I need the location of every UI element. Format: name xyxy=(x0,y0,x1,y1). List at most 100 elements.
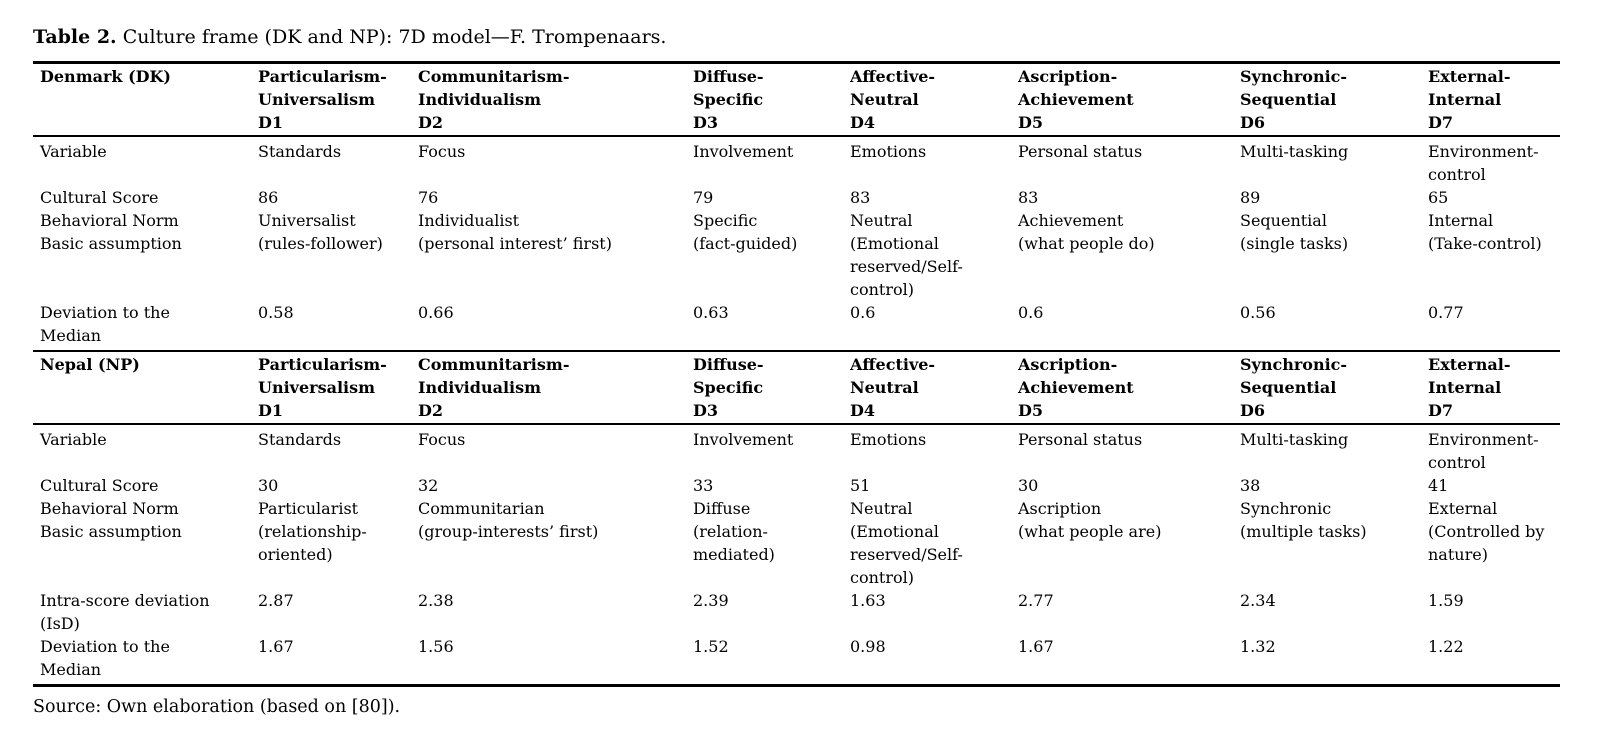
cell: Emotions xyxy=(850,430,927,449)
table-row: Cultural Score 30 32 33 51 30 38 41 xyxy=(33,474,1560,497)
cell: 0.77 xyxy=(1428,303,1464,322)
cell: (Emotional reserved/Self- control) xyxy=(850,234,963,299)
dim-name: Communitarism- Individualism xyxy=(418,355,570,397)
cell: 0.56 xyxy=(1240,303,1276,322)
dim-header-d4: Affective- Neutral D4 xyxy=(850,62,1018,137)
row-label: Behavioral Norm xyxy=(40,499,179,518)
table-row: Basic assumption (rules-follower) (perso… xyxy=(33,232,1560,301)
dim-header-d6: Synchronic- Sequential D6 xyxy=(1240,350,1428,425)
cell: 1.67 xyxy=(258,637,294,656)
cell: 30 xyxy=(258,476,279,495)
dim-code: D1 xyxy=(258,401,284,420)
cell: 83 xyxy=(850,188,871,207)
table-row: Cultural Score 86 76 79 83 83 89 65 xyxy=(33,186,1560,209)
cell: 79 xyxy=(693,188,714,207)
row-label: Intra-score deviation (IsD) xyxy=(40,591,210,633)
cell: 65 xyxy=(1428,188,1449,207)
dim-name: Affective- Neutral xyxy=(850,67,936,109)
country-label-denmark: Denmark (DK) xyxy=(33,62,258,137)
page: Table 2. Culture frame (DK and NP): 7D m… xyxy=(33,26,1598,717)
dim-code: D3 xyxy=(693,113,719,132)
dim-header-d1: Particularism- Universalism D1 xyxy=(258,350,418,425)
row-label: Basic assumption xyxy=(40,234,182,253)
cell: Individualist xyxy=(418,211,520,230)
cell: 2.39 xyxy=(693,591,729,610)
cell: Neutral xyxy=(850,499,913,518)
cell: Internal xyxy=(1428,211,1494,230)
dim-header-d2: Communitarism- Individualism D2 xyxy=(418,350,693,425)
cell: Personal status xyxy=(1018,142,1143,161)
cell: 38 xyxy=(1240,476,1261,495)
cell: 1.67 xyxy=(1018,637,1054,656)
table-row: Behavioral Norm Universalist Individuali… xyxy=(33,209,1560,232)
cell: 2.77 xyxy=(1018,591,1054,610)
cell: 1.59 xyxy=(1428,591,1464,610)
cell: (personal interest’ first) xyxy=(418,234,612,253)
dim-name: Particularism- Universalism xyxy=(258,67,387,109)
cell: 76 xyxy=(418,188,439,207)
dim-name: Affective- Neutral xyxy=(850,355,936,397)
row-label: Variable xyxy=(40,142,107,161)
table-row: Intra-score deviation (IsD) 2.87 2.38 2.… xyxy=(33,589,1560,635)
nepal-header-row: Nepal (NP) Particularism- Universalism D1… xyxy=(33,350,1560,425)
dim-name: Communitarism- Individualism xyxy=(418,67,570,109)
dim-header-d1: Particularism- Universalism D1 xyxy=(258,62,418,137)
cell: External xyxy=(1428,499,1498,518)
cell: Environment- control xyxy=(1428,142,1539,184)
cell: (single tasks) xyxy=(1240,234,1349,253)
cell: 30 xyxy=(1018,476,1039,495)
dim-header-d7: External- Internal D7 xyxy=(1428,350,1560,425)
cell: (relation- mediated) xyxy=(693,522,775,564)
cell: Focus xyxy=(418,142,466,161)
cell: 89 xyxy=(1240,188,1261,207)
dim-header-d3: Diffuse- Specific D3 xyxy=(693,350,850,425)
dim-code: D1 xyxy=(258,113,284,132)
culture-frame-table: Denmark (DK) Particularism- Universalism… xyxy=(33,61,1560,687)
cell: 0.63 xyxy=(693,303,729,322)
cell: Personal status xyxy=(1018,430,1143,449)
cell: (group-interests’ first) xyxy=(418,522,599,541)
cell: Standards xyxy=(258,430,342,449)
cell: 1.63 xyxy=(850,591,886,610)
cell: 2.34 xyxy=(1240,591,1276,610)
table-row: Behavioral Norm Particularist Communitar… xyxy=(33,497,1560,520)
table-row: Basic assumption (relationship- oriented… xyxy=(33,520,1560,589)
dim-code: D7 xyxy=(1428,401,1454,420)
cell: 2.87 xyxy=(258,591,294,610)
row-label: Basic assumption xyxy=(40,522,182,541)
cell: Involvement xyxy=(693,142,794,161)
cell: 32 xyxy=(418,476,439,495)
dim-code: D6 xyxy=(1240,113,1266,132)
cell: Emotions xyxy=(850,142,927,161)
dim-code: D3 xyxy=(693,401,719,420)
source-note: Source: Own elaboration (based on [80]). xyxy=(33,697,401,717)
cell: 51 xyxy=(850,476,871,495)
row-label: Deviation to the Median xyxy=(40,637,170,679)
dim-header-d3: Diffuse- Specific D3 xyxy=(693,62,850,137)
row-label: Deviation to the Median xyxy=(40,303,170,345)
cell: 0.98 xyxy=(850,637,886,656)
cell: (Emotional reserved/Self- control) xyxy=(850,522,963,587)
cell: 1.32 xyxy=(1240,637,1276,656)
cell: Specific xyxy=(693,211,758,230)
cell: Environment- control xyxy=(1428,430,1539,472)
table-row: Variable Standards Focus Involvement Emo… xyxy=(33,136,1560,186)
dim-name: External- Internal xyxy=(1428,355,1511,397)
dim-header-d2: Communitarism- Individualism D2 xyxy=(418,62,693,137)
cell: Multi-tasking xyxy=(1240,430,1349,449)
cell: (Take-control) xyxy=(1428,234,1542,253)
cell: 33 xyxy=(693,476,714,495)
caption-label: Table 2. xyxy=(33,26,117,48)
cell: 2.38 xyxy=(418,591,454,610)
cell: 1.52 xyxy=(693,637,729,656)
row-label: Behavioral Norm xyxy=(40,211,179,230)
table-caption: Table 2. Culture frame (DK and NP): 7D m… xyxy=(33,26,1598,48)
dim-name: Ascription- Achievement xyxy=(1018,355,1134,397)
dim-name: Diffuse- Specific xyxy=(693,355,764,397)
cell: (what people are) xyxy=(1018,522,1162,541)
cell: (fact-guided) xyxy=(693,234,798,253)
dim-code: D4 xyxy=(850,401,876,420)
cell: Achievement xyxy=(1018,211,1124,230)
dim-code: D2 xyxy=(418,401,444,420)
row-label: Cultural Score xyxy=(40,188,159,207)
